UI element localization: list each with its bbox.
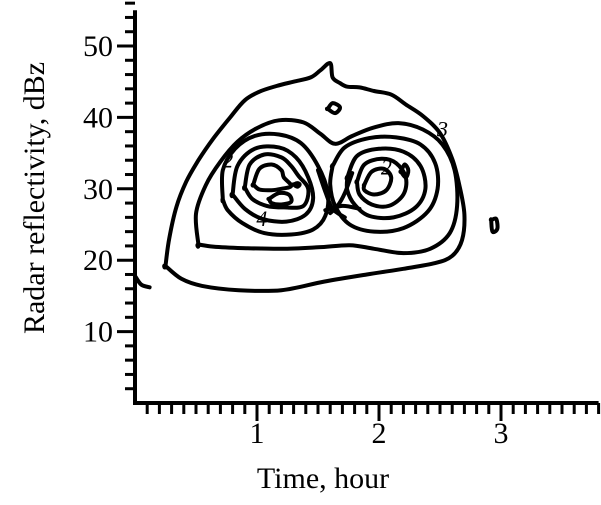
x-tick-label: 1 [250,417,265,450]
y-axis-title: Radar reflectivity, dBz [18,62,51,334]
contour-left-center [266,190,294,207]
contour-level-label: 2 [381,155,392,180]
contour-labels: 2 4 2 3 [222,117,448,231]
x-tick-label: 3 [494,417,509,450]
y-tick-label: 30 [83,173,113,206]
contour-left-edge-stub [133,273,152,290]
contour-saddle-low [323,203,362,213]
contour-level-2 [193,117,460,256]
contour-right-5 [354,156,409,209]
y-tick-label: 10 [83,316,113,349]
axes-layer [133,10,599,405]
y-tick-label: 20 [83,244,113,277]
x-tick-label: 2 [372,417,387,450]
y-tick-label: 50 [83,30,113,63]
contour-left-6 [250,162,294,193]
contour-right-6 [361,166,394,197]
contour-saddle-right [328,171,355,216]
contours-layer [133,60,500,293]
y-ticks: 10 20 30 40 50 [83,1,135,391]
contour-left-4 [229,144,316,224]
contour-left-5 [242,152,311,210]
contour-outer [162,60,467,293]
contour-level-label: 4 [256,206,267,231]
contour-saddle-left [316,168,347,220]
contour-right-isolated [488,216,500,235]
contour-right-3 [328,134,441,234]
x-axis-title: Time, hour [257,462,389,495]
contour-level-label: 2 [222,147,233,172]
contour-left-3 [219,131,331,237]
contour-top-blob [324,101,343,116]
contour-level-label: 3 [436,117,448,142]
x-ticks: 1 2 3 [145,403,601,450]
contour-right-spot [398,162,411,180]
contour-left-spot [291,181,302,189]
y-tick-label: 40 [83,101,113,134]
